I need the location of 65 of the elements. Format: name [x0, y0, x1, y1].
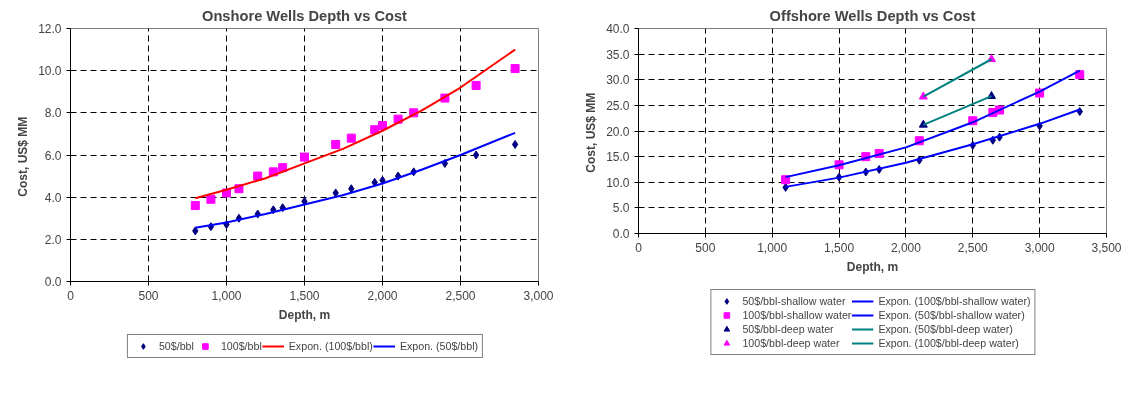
point — [471, 80, 481, 90]
x-tick-label: 3,000 — [523, 288, 554, 303]
point — [331, 139, 341, 149]
chart-title: Offshore Wells Depth vs Cost — [769, 7, 976, 24]
legend-label: 50$/bbl-shallow water — [742, 294, 846, 308]
line-series — [194, 48, 517, 200]
point — [472, 150, 480, 160]
x-axis-title: Depth, m — [846, 259, 899, 274]
point — [379, 175, 386, 185]
y-tick-label: 40.0 — [606, 22, 630, 36]
x-tick-label: 0 — [67, 288, 75, 303]
x-tick-label: 1,000 — [757, 240, 788, 255]
legend-label: 50$/bbl — [158, 339, 194, 353]
point — [192, 226, 199, 236]
x-tick-label: 1,000 — [211, 288, 242, 303]
y-tick-label: 30.0 — [606, 73, 630, 88]
x-axis-title: Depth, m — [278, 307, 331, 322]
x-tick-label: 2,000 — [367, 288, 398, 303]
y-axis-title: Cost, US$ MM — [584, 92, 599, 173]
y-tick-label: 10.0 — [606, 175, 630, 190]
legend-label: 100$/bbl — [220, 339, 262, 353]
legend-label: Expon. (50$/bbl) — [399, 339, 479, 353]
x-tick-label: 1,500 — [824, 240, 855, 255]
y-tick-label: 10.0 — [38, 64, 62, 79]
y-tick-label: 12.0 — [38, 22, 62, 36]
x-tick-label: 2,500 — [957, 240, 989, 255]
legend-label: 100$/bbl-shallow water — [742, 308, 852, 322]
legend-label: 100$/bbl-deep water — [742, 336, 840, 350]
point — [371, 177, 378, 187]
y-tick-label: 5.0 — [612, 201, 630, 216]
point — [301, 196, 308, 206]
legend-label: Expon. (100$/bbl) — [288, 339, 373, 353]
point — [190, 201, 200, 211]
legend-label: Expon. (100$/bbl-shallow water) — [878, 294, 1031, 308]
point — [346, 133, 356, 143]
chart-title: Onshore Wells Depth vs Cost — [202, 7, 408, 24]
legend-label: Expon. (50$/bbl-deep water) — [878, 322, 1013, 336]
y-tick-label: 25.0 — [606, 98, 630, 113]
x-tick-label: 2,500 — [445, 288, 476, 303]
point — [206, 194, 216, 204]
x-tick-label: 3,500 — [1091, 240, 1122, 255]
x-tick-label: 3,000 — [1024, 240, 1055, 255]
y-tick-label: 4.0 — [44, 190, 62, 205]
y-axis-title: Cost, US$ MM — [16, 116, 31, 197]
point — [300, 152, 309, 162]
y-tick-label: 0.0 — [44, 275, 62, 289]
point — [378, 120, 387, 130]
y-tick-label: 35.0 — [606, 47, 630, 62]
y-tick-label: 8.0 — [44, 106, 62, 121]
x-tick-label: 500 — [138, 288, 159, 303]
point — [253, 171, 263, 181]
x-tick-label: 2,000 — [890, 240, 922, 255]
y-tick-label: 0.0 — [612, 227, 630, 241]
legend-label: Expon. (100$/bbl-deep water) — [878, 336, 1019, 350]
y-tick-label: 6.0 — [44, 148, 62, 163]
legend-label: Expon. (50$/bbl-shallow water) — [878, 308, 1025, 322]
x-tick-label: 0 — [635, 240, 643, 255]
legend-label: 50$/bbl-deep water — [742, 322, 834, 336]
x-tick-label: 1,500 — [289, 288, 320, 303]
point — [511, 139, 519, 149]
y-tick-label: 15.0 — [606, 150, 630, 165]
y-tick-label: 20.0 — [606, 124, 630, 139]
x-tick-label: 500 — [695, 240, 716, 255]
point — [510, 64, 520, 74]
y-tick-label: 2.0 — [44, 232, 62, 247]
